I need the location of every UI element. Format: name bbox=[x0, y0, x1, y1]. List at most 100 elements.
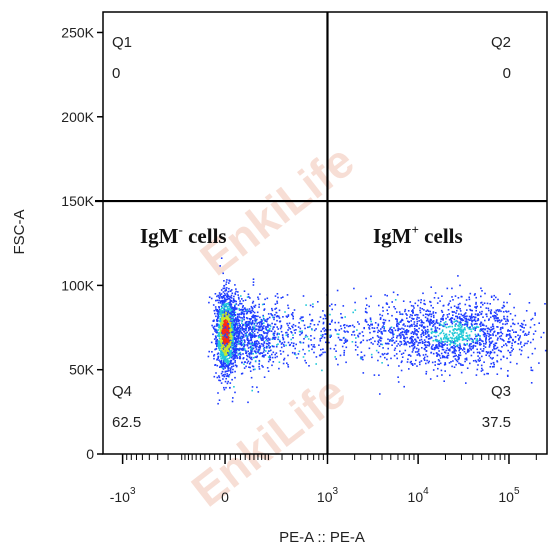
event-dot-negative bbox=[212, 304, 215, 306]
event-dot-negative bbox=[226, 293, 229, 296]
event-dot-positive bbox=[444, 370, 446, 372]
event-dot-positive bbox=[482, 350, 485, 352]
event-dot-negative bbox=[240, 311, 243, 314]
event-dot-positive bbox=[418, 353, 420, 355]
event-dot-positive bbox=[432, 369, 435, 371]
event-dot-positive bbox=[462, 319, 465, 321]
event-dot-negative bbox=[220, 257, 223, 259]
event-dot-positive bbox=[442, 315, 444, 317]
quadrant-q2-name: Q2 bbox=[491, 34, 511, 51]
event-dot-positive bbox=[452, 334, 455, 337]
event-dot-negative bbox=[219, 353, 222, 356]
event-dot-negative bbox=[227, 352, 229, 354]
event-dot-negative bbox=[237, 294, 239, 296]
event-dot-negative bbox=[249, 310, 252, 312]
event-dot-positive bbox=[444, 323, 447, 326]
event-dot-negative bbox=[224, 328, 226, 331]
event-dot-bridge bbox=[278, 339, 281, 342]
annotation-igm-negative: IgM- cells bbox=[140, 222, 227, 248]
event-dot-negative bbox=[293, 342, 295, 345]
event-dot-negative bbox=[234, 376, 236, 379]
event-dot-positive bbox=[456, 332, 458, 334]
event-dot-positive bbox=[458, 346, 461, 349]
event-dot-bridge bbox=[311, 328, 313, 331]
event-dot-positive bbox=[467, 318, 470, 321]
event-dot-negative bbox=[223, 284, 226, 287]
event-dot-positive bbox=[482, 303, 484, 306]
event-dot-positive bbox=[456, 339, 458, 341]
event-dot-negative bbox=[211, 351, 213, 353]
event-dot-negative bbox=[215, 339, 218, 342]
event-dot-positive bbox=[447, 337, 450, 340]
event-dot-negative bbox=[227, 305, 229, 308]
event-dot-negative bbox=[228, 308, 230, 310]
event-dot-positive bbox=[459, 354, 462, 357]
event-dot-negative bbox=[216, 376, 219, 379]
event-dot-positive bbox=[453, 332, 455, 334]
event-dot-positive bbox=[438, 353, 440, 356]
event-dot-negative bbox=[229, 351, 232, 353]
event-dot-negative bbox=[238, 308, 240, 310]
event-dot-positive bbox=[463, 347, 465, 349]
event-dot-negative bbox=[226, 323, 228, 325]
event-dot-negative bbox=[223, 388, 226, 391]
event-dot-positive bbox=[425, 373, 427, 375]
event-dot-positive bbox=[524, 342, 526, 345]
event-dot-negative bbox=[233, 347, 236, 350]
event-dot-negative bbox=[247, 347, 250, 349]
event-dot-negative bbox=[251, 307, 253, 309]
event-dot-positive bbox=[460, 364, 462, 366]
event-dot-positive bbox=[531, 317, 534, 320]
event-dot-bridge bbox=[387, 364, 389, 367]
event-dot-positive bbox=[453, 350, 456, 353]
event-dot-negative bbox=[225, 333, 228, 335]
event-dot-bridge bbox=[388, 319, 391, 322]
event-dot-negative bbox=[232, 298, 235, 300]
event-dot-bridge bbox=[354, 309, 357, 311]
event-dot-positive bbox=[432, 344, 434, 346]
event-dot-negative bbox=[245, 310, 247, 313]
event-dot-positive bbox=[387, 347, 389, 350]
event-dot-bridge bbox=[361, 331, 364, 333]
event-dot-positive bbox=[517, 322, 519, 325]
event-dot-negative bbox=[220, 289, 223, 291]
event-dot-negative bbox=[222, 342, 224, 345]
event-dot-positive bbox=[415, 340, 417, 342]
event-dot-positive bbox=[385, 302, 388, 304]
event-dot-negative bbox=[220, 360, 223, 363]
event-dot-bridge bbox=[341, 316, 344, 319]
event-dot-positive bbox=[460, 326, 462, 329]
event-dot-negative bbox=[269, 355, 271, 357]
event-dot-negative bbox=[245, 333, 247, 335]
event-dot-positive bbox=[429, 319, 431, 322]
event-dot-positive bbox=[449, 340, 452, 342]
event-dot-negative bbox=[235, 288, 237, 290]
event-dot-positive bbox=[455, 312, 457, 314]
event-dot-bridge bbox=[410, 340, 413, 342]
event-dot-positive bbox=[419, 339, 421, 342]
event-dot-positive bbox=[506, 374, 509, 377]
event-dot-positive bbox=[533, 324, 536, 326]
event-dot-bridge bbox=[261, 337, 264, 339]
event-dot-positive bbox=[458, 354, 460, 357]
event-dot-positive bbox=[508, 333, 511, 335]
event-dot-positive bbox=[439, 332, 441, 335]
event-dot-negative bbox=[233, 336, 236, 339]
event-dot-positive bbox=[391, 301, 393, 303]
event-dot-positive bbox=[416, 347, 418, 350]
event-dot-positive bbox=[479, 339, 482, 341]
event-dot-bridge bbox=[280, 346, 283, 349]
event-dot-bridge bbox=[302, 356, 305, 358]
event-dot-negative bbox=[231, 333, 233, 335]
event-dot-negative bbox=[231, 315, 234, 318]
event-dot-negative bbox=[265, 350, 267, 352]
event-dot-positive bbox=[507, 349, 509, 352]
event-dot-negative bbox=[265, 339, 267, 342]
event-dot-positive bbox=[394, 347, 397, 350]
event-dot-positive bbox=[520, 353, 522, 356]
event-dot-bridge bbox=[271, 307, 273, 310]
event-dot-positive bbox=[419, 324, 421, 326]
event-dot-negative bbox=[217, 357, 219, 359]
event-dot-bridge bbox=[334, 304, 337, 306]
